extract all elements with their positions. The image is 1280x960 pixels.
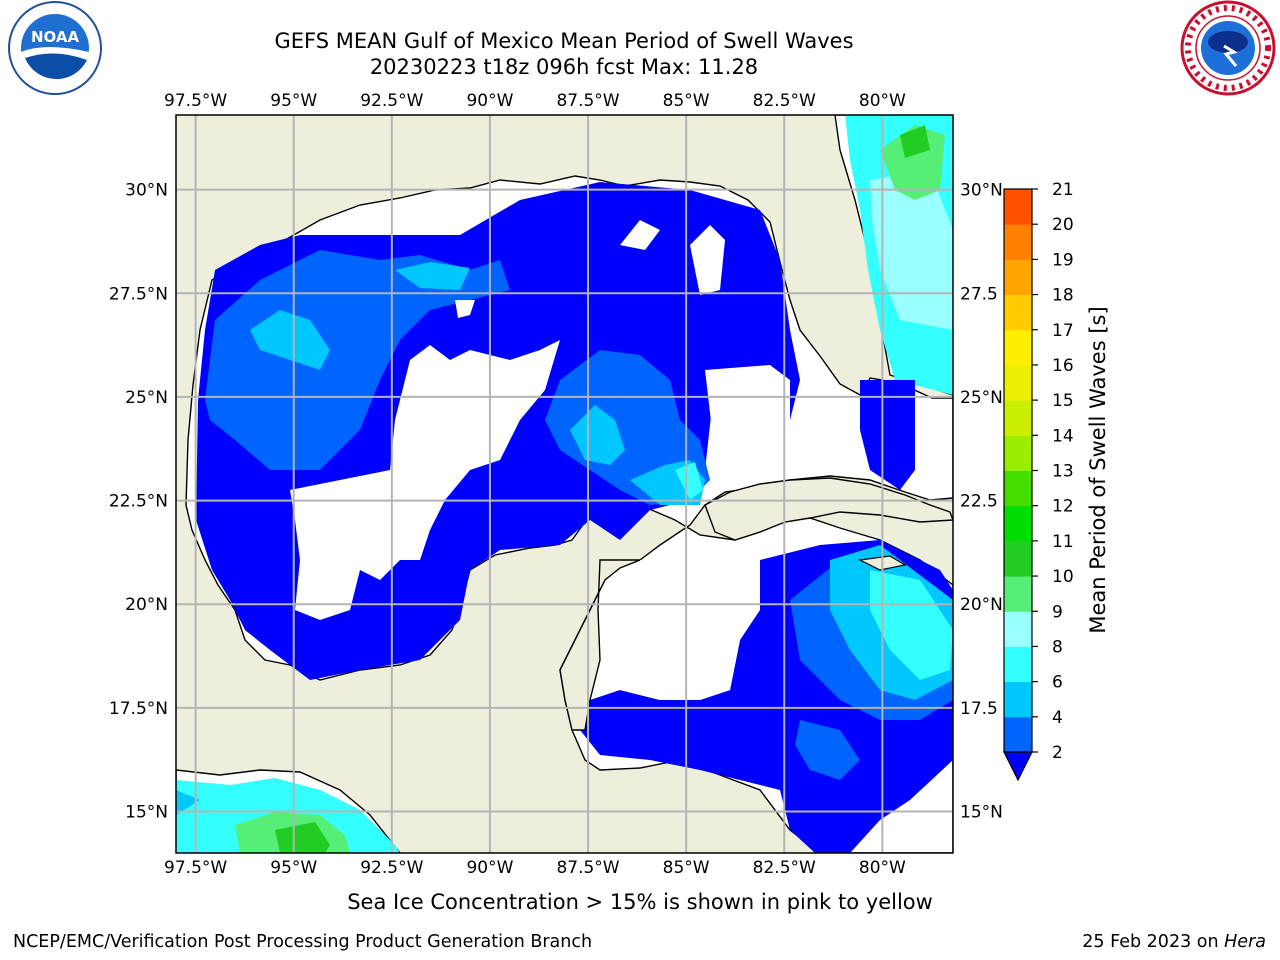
colorbar-tick-label: 6	[1052, 673, 1063, 693]
colorbar-label: Mean Period of Swell Waves [s]	[1086, 306, 1110, 633]
colorbar-tick-label: 12	[1052, 497, 1074, 517]
colorbar-segment	[1004, 681, 1032, 718]
date-text: 25 Feb 2023 on Hera	[1082, 932, 1266, 952]
colorbar-tick-label: 20	[1052, 215, 1074, 235]
date-value: 25 Feb 2023 on	[1082, 932, 1225, 952]
colorbar-tick-label: 13	[1052, 462, 1074, 482]
colorbar-segment	[1004, 576, 1032, 612]
latitude-labels-right: 30°N 27.5 25°N 22.5 20°N 17.5 15°N	[960, 181, 1003, 823]
lat-tick-label: 27.5	[960, 284, 998, 304]
colorbar-segment	[1004, 329, 1032, 366]
colorbar-segment	[1004, 716, 1032, 753]
colorbar-segment	[1004, 259, 1032, 296]
lon-tick-label: 90°W	[466, 91, 513, 111]
colorbar-tick-label: 15	[1052, 391, 1074, 411]
lat-tick-label: 25°N	[125, 388, 168, 408]
colorbar-segment	[1004, 224, 1032, 260]
colorbar-segment	[1004, 505, 1032, 542]
colorbar-tick-label: 2	[1052, 743, 1063, 763]
lat-tick-label: 25°N	[960, 388, 1003, 408]
lon-tick-label: 80°W	[859, 91, 906, 111]
lon-tick-label: 95°W	[270, 91, 317, 111]
yucatan-peninsula	[559, 559, 641, 731]
lat-tick-label: 15°N	[125, 803, 168, 823]
lat-tick-label: 17.5	[960, 699, 998, 719]
lat-tick-label: 20°N	[125, 595, 168, 615]
lon-tick-label: 97.5°W	[164, 858, 227, 878]
lon-tick-label: 80°W	[859, 858, 906, 878]
noaa-logo-text: NOAA	[31, 28, 80, 46]
sea-ice-note: Sea Ice Concentration > 15% is shown in …	[347, 890, 933, 914]
lat-tick-label: 22.5°N	[109, 492, 168, 512]
colorbar-tick-label: 11	[1052, 532, 1074, 552]
lon-tick-label: 90°W	[466, 858, 513, 878]
lon-tick-label: 82.5°W	[753, 858, 816, 878]
colorbar-tick-label: 8	[1052, 637, 1063, 657]
colorbar: 2 4 6 8 9 10 11 12 13 14 15 16 17 18 19 20 21	[1003, 180, 1074, 782]
lon-tick-label: 97.5°W	[164, 91, 227, 111]
lat-tick-label: 22.5	[960, 492, 998, 512]
lat-tick-label: 30°N	[125, 181, 168, 201]
colorbar-tick-label: 21	[1052, 180, 1074, 200]
lon-tick-label: 82.5°W	[753, 91, 816, 111]
lon-tick-label: 87.5°W	[556, 91, 619, 111]
colorbar-segment	[1004, 294, 1032, 331]
page-subtitle: 20230223 t18z 096h fcst Max: 11.28	[369, 55, 759, 79]
lat-tick-label: 20°N	[960, 595, 1003, 615]
host-name: Hera	[1224, 932, 1266, 952]
colorbar-tick-label: 16	[1052, 356, 1074, 376]
lat-tick-label: 27.5°N	[109, 284, 168, 304]
colorbar-segment	[1004, 400, 1032, 436]
nws-logo	[1180, 0, 1276, 96]
noaa-logo: NOAA	[8, 1, 102, 95]
colorbar-tick-label: 19	[1052, 250, 1074, 270]
map-frame	[175, 114, 954, 854]
lon-tick-label: 92.5°W	[360, 91, 423, 111]
longitude-labels-bottom: 97.5°W 95°W 92.5°W 90°W 87.5°W 85°W 82.5°W 80°W	[164, 858, 906, 878]
page-title: GEFS MEAN Gulf of Mexico Mean Period of …	[274, 29, 854, 53]
gridlines	[176, 115, 953, 853]
colorbar-tick-label: 18	[1052, 286, 1074, 306]
colorbar-tick-label: 14	[1052, 426, 1074, 446]
colorbar-segment	[1004, 540, 1032, 577]
colorbar-under-arrow	[1003, 751, 1033, 782]
credit-text: NCEP/EMC/Verification Post Processing Pr…	[13, 932, 593, 952]
colorbar-tick-label: 9	[1052, 602, 1063, 622]
swell-field	[176, 115, 953, 853]
lat-tick-label: 17.5°N	[109, 699, 168, 719]
lon-tick-label: 85°W	[663, 91, 710, 111]
colorbar-segment	[1004, 189, 1032, 225]
lon-tick-label: 87.5°W	[556, 858, 619, 878]
cuba-island	[704, 477, 953, 541]
colorbar-segment	[1004, 364, 1032, 401]
map-panel	[176, 115, 953, 853]
lon-tick-label: 85°W	[663, 858, 710, 878]
colorbar-segment	[1004, 646, 1032, 683]
longitude-labels-top: 97.5°W 95°W 92.5°W 90°W 87.5°W 85°W 82.5°W 80°W	[164, 91, 906, 111]
colorbar-tick-label: 4	[1052, 708, 1063, 728]
lon-tick-label: 92.5°W	[360, 858, 423, 878]
lat-tick-label: 15°N	[960, 803, 1003, 823]
colorbar-segment	[1004, 470, 1032, 507]
colorbar-segment	[1004, 611, 1032, 647]
colorbar-tick-label: 10	[1052, 567, 1074, 587]
colorbar-tick-label: 17	[1052, 321, 1074, 341]
lat-tick-label: 30°N	[960, 181, 1003, 201]
latitude-labels-left: 30°N 27.5°N 25°N 22.5°N 20°N 17.5°N 15°N	[109, 181, 168, 823]
lon-tick-label: 95°W	[270, 858, 317, 878]
colorbar-segment	[1004, 435, 1032, 471]
